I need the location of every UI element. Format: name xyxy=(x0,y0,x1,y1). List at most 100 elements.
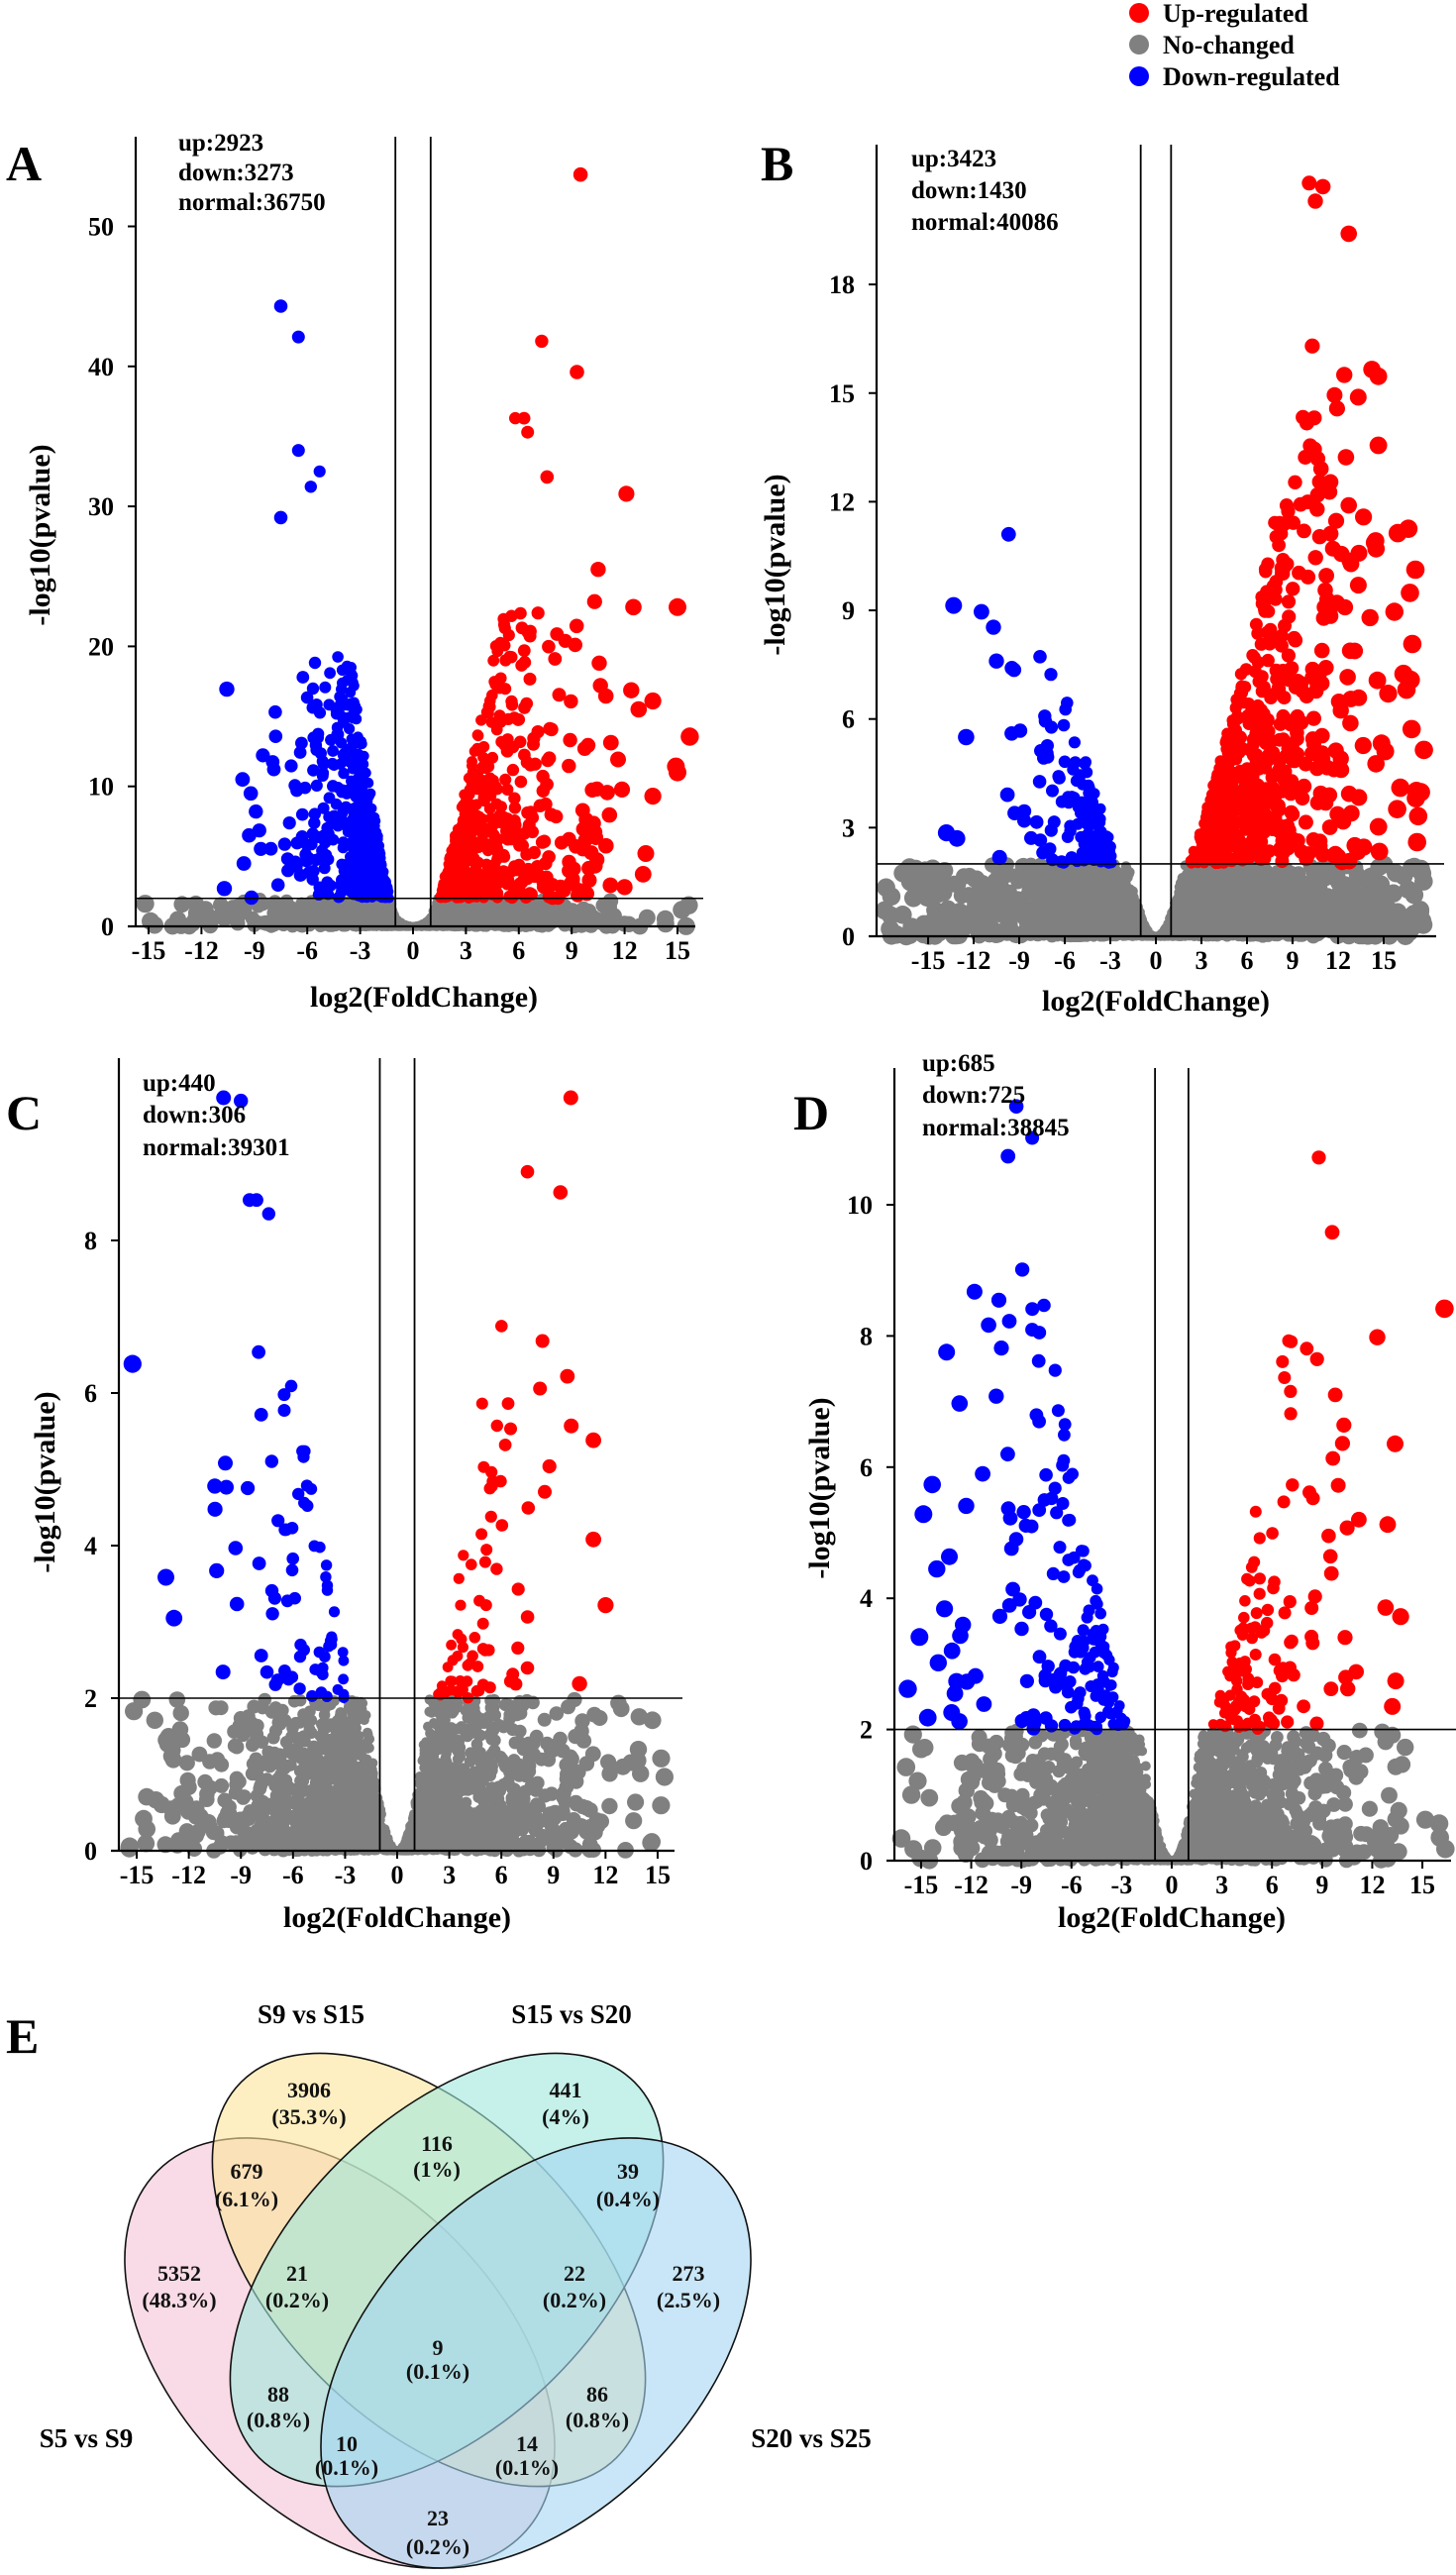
down-point xyxy=(309,738,323,752)
down-point xyxy=(357,834,367,846)
up-point xyxy=(586,593,602,609)
up-point xyxy=(515,621,529,635)
down-point xyxy=(242,827,257,843)
down-point xyxy=(345,662,357,674)
down-point xyxy=(368,828,379,839)
up-point xyxy=(520,848,534,861)
down-point xyxy=(332,814,345,826)
x-tick-label: -6 xyxy=(296,936,318,965)
up-point xyxy=(637,845,655,862)
up-point xyxy=(499,773,512,787)
up-point xyxy=(616,879,633,896)
up-point xyxy=(518,748,531,762)
legend-label-normal: No-changed xyxy=(1163,31,1295,59)
up-point xyxy=(618,485,635,502)
up-point xyxy=(512,828,525,841)
down-point xyxy=(291,444,305,458)
up-point xyxy=(601,806,618,823)
normal-point xyxy=(575,901,591,916)
down-point xyxy=(293,869,307,882)
x-tick-label: 9 xyxy=(566,936,578,965)
up-point xyxy=(599,785,615,801)
down-point xyxy=(348,697,360,708)
count-annotation-up: up:2923 xyxy=(178,130,263,157)
y-tick-label: 20 xyxy=(88,632,114,661)
up-point xyxy=(527,731,541,745)
down-points xyxy=(216,299,394,906)
up-point xyxy=(486,689,498,701)
up-point xyxy=(535,835,550,849)
up-point xyxy=(477,741,490,753)
down-point xyxy=(256,748,270,763)
up-point xyxy=(548,652,563,666)
down-point xyxy=(323,698,336,711)
up-point xyxy=(482,787,495,799)
up-point xyxy=(466,805,477,816)
down-point xyxy=(332,651,344,663)
down-point xyxy=(268,704,282,719)
up-point xyxy=(522,818,536,832)
up-point xyxy=(481,860,493,872)
up-point xyxy=(456,874,467,885)
up-point xyxy=(464,823,475,835)
down-point xyxy=(308,656,322,670)
up-point xyxy=(577,832,593,848)
down-point xyxy=(331,721,344,734)
down-point xyxy=(337,677,349,690)
up-point xyxy=(502,629,515,642)
normal-point xyxy=(503,906,516,918)
up-point xyxy=(499,683,512,696)
down-point xyxy=(236,856,252,871)
down-point xyxy=(353,731,364,743)
normal-point xyxy=(595,898,611,913)
y-tick-label: 50 xyxy=(88,213,114,242)
up-point xyxy=(570,365,584,379)
up-point xyxy=(471,784,483,796)
normal-point xyxy=(592,914,609,930)
down-point xyxy=(310,779,323,793)
panel-letter-c: C xyxy=(6,1085,42,1140)
up-point xyxy=(508,792,521,805)
down-point xyxy=(307,865,320,878)
up-point xyxy=(535,334,549,349)
up-point xyxy=(540,470,555,484)
count-annotation-down: down:3273 xyxy=(178,160,294,186)
up-point xyxy=(524,805,538,819)
up-point xyxy=(625,598,642,616)
down-point xyxy=(243,786,259,802)
down-point xyxy=(216,881,233,897)
up-point xyxy=(630,700,648,718)
down-point xyxy=(296,671,310,684)
down-point xyxy=(280,852,294,866)
up-point xyxy=(528,869,542,884)
down-point xyxy=(308,816,321,829)
up-point xyxy=(523,672,537,686)
up-point xyxy=(506,763,520,777)
down-point xyxy=(263,841,278,856)
volcano-plot-b: -15 -12 -9 -6 -3 0 3 6 9 12 150369121518log2(FoldC… xyxy=(759,145,1444,1018)
up-point xyxy=(544,722,559,737)
up-point xyxy=(544,807,559,822)
down-point xyxy=(323,792,336,805)
up-point xyxy=(517,411,531,425)
down-point xyxy=(335,886,348,899)
x-tick-label: 3 xyxy=(460,936,472,965)
down-point xyxy=(354,816,364,828)
up-point xyxy=(484,700,496,713)
up-point xyxy=(508,860,521,873)
up-point xyxy=(514,606,527,620)
y-tick-label: 30 xyxy=(88,492,114,521)
up-point xyxy=(476,829,489,841)
up-point xyxy=(563,877,577,892)
normal-point xyxy=(496,916,509,929)
down-point xyxy=(317,802,330,814)
x-tick-label: 6 xyxy=(512,936,525,965)
up-point xyxy=(442,884,453,895)
x-tick-label: -12 xyxy=(184,936,219,965)
up-point xyxy=(562,758,576,774)
normal-point xyxy=(307,900,320,912)
up-point xyxy=(486,751,499,764)
down-point xyxy=(268,729,283,743)
y-tick-label: 40 xyxy=(88,353,114,381)
